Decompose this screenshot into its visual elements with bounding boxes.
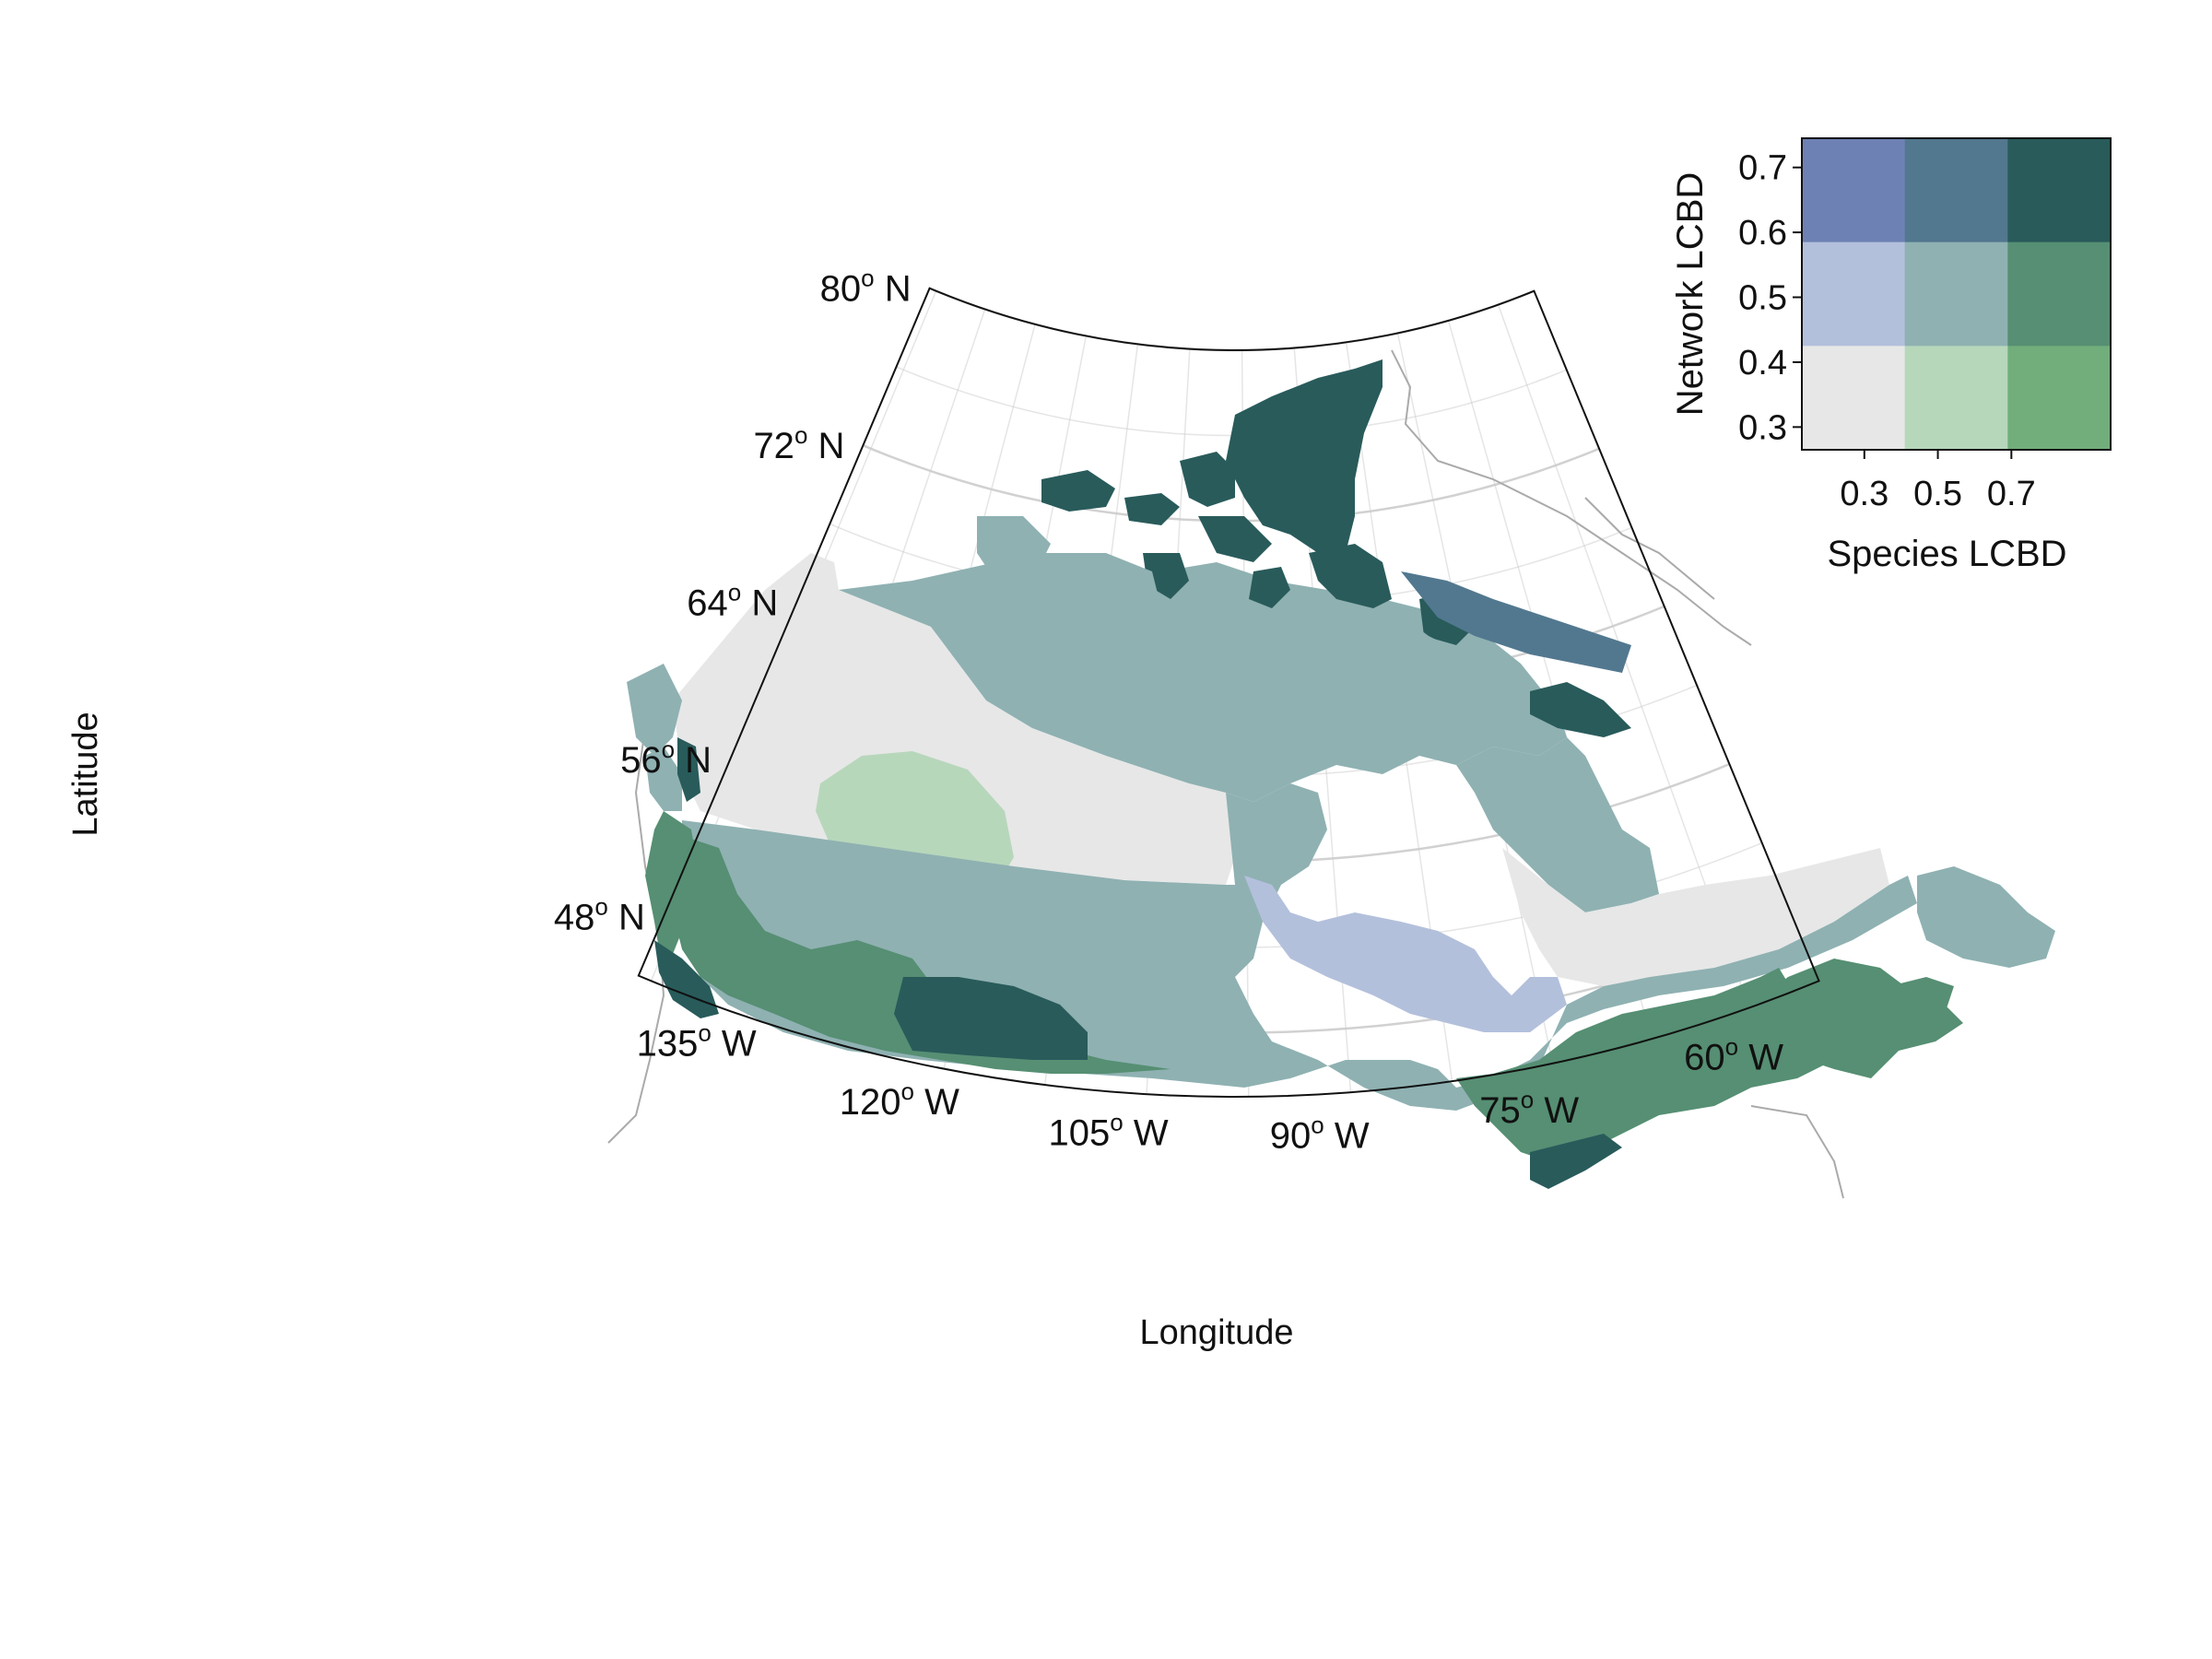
region-high-high-southern-ontario bbox=[1530, 1134, 1622, 1189]
legend-y-tick-label: 0.5 bbox=[1738, 279, 1787, 318]
latitude-tick-label: 64o N bbox=[687, 579, 778, 624]
region-mid-mid-bc-north-coast bbox=[645, 747, 682, 811]
region-high-mid-nova-scotia bbox=[1889, 977, 1954, 1014]
parallel-line bbox=[929, 287, 1535, 352]
region-high-high-baffin-north bbox=[1309, 544, 1392, 608]
region-high-high-devon bbox=[1198, 516, 1272, 562]
legend-cell bbox=[1802, 241, 1906, 347]
region-mid-mid-southampton bbox=[1336, 700, 1392, 747]
legend-frame bbox=[1801, 137, 2112, 451]
region-high-high-bc-fjords bbox=[677, 737, 700, 802]
map-frame bbox=[637, 287, 1820, 1098]
legend-cell bbox=[1904, 241, 2008, 347]
region-high-high-queen-elizabeth-b bbox=[1124, 493, 1180, 525]
region-high-high-ellesmere bbox=[1226, 359, 1382, 553]
region-mid-mid-quebec-north bbox=[1456, 737, 1659, 912]
region-high-high-axel-heiberg bbox=[1180, 452, 1235, 507]
legend-x-tick-label: 0.5 bbox=[1913, 475, 1962, 513]
region-mid-mid-baffin-south bbox=[1355, 608, 1475, 700]
longitude-tick-label: 120o W bbox=[840, 1077, 959, 1123]
region-mid-mid-newfoundland bbox=[1917, 866, 2055, 968]
region-high-high-small-isles bbox=[1249, 567, 1290, 608]
region-high-mid-west bbox=[664, 830, 1226, 1074]
legend-cell bbox=[2007, 346, 2112, 451]
bivariate-legend: 0.3 0.4 0.5 0.6 0.7 0.3 0.5 0.7 Species LCBD Netw… bbox=[1670, 137, 2112, 574]
legend-cell bbox=[1904, 346, 2008, 451]
longitude-tick-label: 135o W bbox=[637, 1018, 757, 1064]
legend-y-tick-label: 0.6 bbox=[1738, 214, 1787, 253]
region-high-high-ungava bbox=[1530, 682, 1631, 737]
legend-y-title: Network LCBD bbox=[1670, 172, 1711, 417]
longitude-tick-label: 75o W bbox=[1479, 1086, 1579, 1131]
longitude-tick-label: 90o W bbox=[1270, 1111, 1370, 1156]
region-high-high-queen-elizabeth-a bbox=[1041, 470, 1115, 512]
legend-y-tick-label: 0.4 bbox=[1738, 344, 1787, 382]
region-high-mid-east bbox=[1456, 968, 1843, 1161]
region-low-low-northwest bbox=[673, 553, 1244, 885]
region-high-high-vancouver-island bbox=[654, 940, 719, 1018]
latitude-tick-label: 48o N bbox=[554, 893, 645, 938]
longitude-tick-label: 105o W bbox=[1048, 1108, 1168, 1153]
legend-y-tick-label: 0.7 bbox=[1738, 149, 1787, 188]
region-mid-mid-victoria-island bbox=[1032, 553, 1161, 627]
latitude-tick-label: 80o N bbox=[820, 265, 912, 310]
region-low-low-quebec bbox=[1502, 848, 1889, 986]
region-mid-mid-banks-island bbox=[977, 516, 1051, 581]
region-mid-mid-yukon-coast bbox=[627, 664, 682, 756]
region-low-mid-hudson-lowlands bbox=[1244, 876, 1567, 1032]
legend-cell bbox=[1904, 138, 2008, 243]
parallel-line bbox=[896, 366, 1567, 437]
region-high-mid-maritimes bbox=[1751, 959, 1963, 1078]
legend-x-title: Species LCBD bbox=[1827, 534, 2066, 574]
x-axis-title: Longitude bbox=[1140, 1313, 1294, 1352]
legend-cell bbox=[2007, 138, 2112, 243]
legend-x-tick-label: 0.7 bbox=[1987, 475, 2036, 513]
legend-cell bbox=[2007, 241, 2112, 347]
legend-x-tick-label: 0.3 bbox=[1840, 475, 1888, 513]
legend-y-tick-label: 0.3 bbox=[1738, 408, 1787, 447]
latitude-tick-label: 72o N bbox=[753, 421, 844, 466]
region-mid-high-baffin-coast bbox=[1401, 571, 1631, 673]
region-mid-mid-hudson-west bbox=[1226, 783, 1327, 977]
y-axis-title: Latitude bbox=[66, 712, 105, 836]
region-high-high-prairie bbox=[894, 977, 1088, 1060]
legend-cell bbox=[1802, 346, 1906, 451]
legend-cell bbox=[1802, 138, 1906, 243]
ecoregion-polygons bbox=[627, 359, 2055, 1189]
